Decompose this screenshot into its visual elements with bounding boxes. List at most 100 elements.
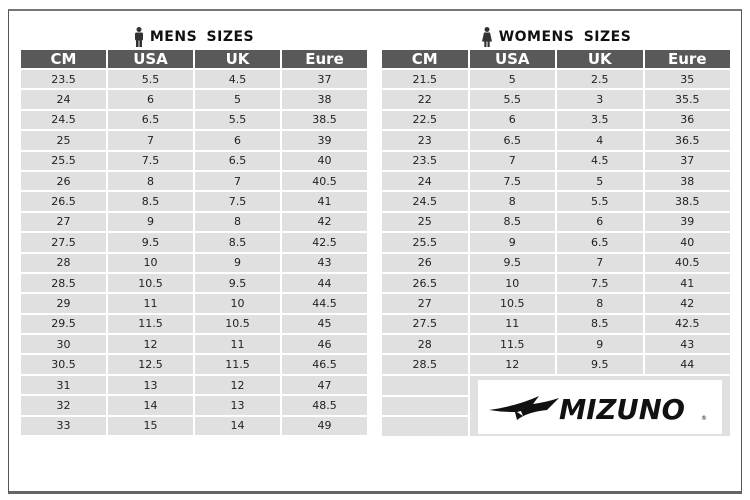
woman-icon [481, 27, 492, 47]
table-row: 29.5 11.5 10.5 45 [19, 312, 369, 336]
table-row: 30 12 11 46 [19, 333, 369, 356]
table-cell: 11.5 [467, 333, 557, 356]
column-header: USA [106, 50, 195, 70]
table-cell: 29.5 [19, 312, 108, 336]
table-cell: 24 [380, 169, 470, 193]
table-row: 26 9.5 7 40.5 [380, 251, 732, 274]
table-cell: 42.5 [280, 231, 369, 254]
svg-text:MIZUNO: MIZUNO [559, 393, 685, 424]
table-cell: 6.5 [193, 149, 282, 172]
table-cell: 6.5 [106, 108, 195, 132]
mens-size-table: CM USA UK Eure 23.5 5.5 4.5 37 24 6 5 38 24.5 6.5 5.5 3… [19, 50, 369, 438]
column-header: Eure [642, 50, 732, 70]
table-cell: 43 [642, 333, 732, 356]
table-cell: 40 [642, 231, 732, 254]
table-cell: 11.5 [106, 312, 195, 336]
table-cell: 28.5 [19, 271, 108, 295]
table-cell: 24.5 [380, 190, 470, 213]
table-row: 32 14 13 48.5 [19, 394, 369, 417]
table-cell: 12 [467, 353, 557, 376]
table-cell: 38.5 [642, 190, 732, 213]
table-row: 22 5.5 3 35.5 [380, 88, 732, 111]
table-cell: 5 [555, 169, 645, 193]
table-cell: 38 [280, 88, 369, 111]
table-row: 27.5 9.5 8.5 42.5 [19, 231, 369, 254]
table-cell: 25.5 [380, 231, 470, 254]
table-cell: 27.5 [19, 231, 108, 254]
table-cell: 2.5 [555, 67, 645, 91]
table-cell: 33 [19, 414, 108, 438]
table-cell: 7.5 [193, 190, 282, 213]
table-row: 25.5 7.5 6.5 40 [19, 149, 369, 172]
table-cell: 28.5 [380, 353, 470, 376]
table-cell: 40.5 [642, 251, 732, 274]
table-row: 27 9 8 42 [19, 210, 369, 234]
table-cell: 38.5 [280, 108, 369, 132]
table-cell: 37 [642, 149, 732, 172]
table-cell: 21.5 [380, 67, 470, 91]
table-cell: 44.5 [280, 292, 369, 315]
table-cell: 12.5 [106, 353, 195, 376]
table-cell: 8 [193, 210, 282, 234]
table-cell: 9.5 [193, 271, 282, 295]
table-cell: 6.5 [555, 231, 645, 254]
table-cell: 7 [555, 251, 645, 274]
table-cell [380, 415, 470, 438]
table-cell: 5 [193, 88, 282, 111]
svg-text:®: ® [701, 415, 707, 422]
table-cell: 25 [380, 210, 470, 234]
table-row: 26 8 7 40.5 [19, 169, 369, 193]
table-row: 23.5 5.5 4.5 37 [19, 67, 369, 91]
table-row: 27.5 11 8.5 42.5 [380, 312, 732, 336]
table-cell: 4.5 [555, 149, 645, 172]
table-cell: 40.5 [280, 169, 369, 193]
table-cell: 49 [280, 414, 369, 438]
column-header: UK [555, 50, 645, 70]
column-header: CM [19, 50, 108, 70]
table-cell: 32 [19, 394, 108, 417]
table-row: 30.5 12.5 11.5 46.5 [19, 353, 369, 376]
table-cell: 13 [193, 394, 282, 417]
table-cell: 26 [380, 251, 470, 274]
table-cell: 11 [467, 312, 557, 336]
table-cell: 45 [280, 312, 369, 336]
table-row: 21.5 5 2.5 35 [380, 67, 732, 91]
table-cell: 6.5 [467, 129, 557, 152]
table-cell: 37 [280, 67, 369, 91]
table-cell: 42 [642, 292, 732, 315]
table-cell: 4.5 [193, 67, 282, 91]
table-cell: 9.5 [106, 231, 195, 254]
table-cell: 3 [555, 88, 645, 111]
table-row: 24.5 6.5 5.5 38.5 [19, 108, 369, 132]
womens-title-text: WOMENS SIZES [498, 29, 632, 45]
table-cell: 5 [467, 67, 557, 91]
table-cell: 23.5 [19, 67, 108, 91]
chart-frame [8, 9, 742, 494]
table-cell: 26.5 [380, 271, 470, 295]
table-cell: 6 [193, 129, 282, 152]
table-cell: 23 [380, 129, 470, 152]
table-cell: 6 [106, 88, 195, 111]
table-cell: 36 [642, 108, 732, 132]
table-row: 22.5 6 3.5 36 [380, 108, 732, 132]
table-cell: 43 [280, 251, 369, 274]
table-cell: 27 [19, 210, 108, 234]
table-cell: 10.5 [467, 292, 557, 315]
table-cell: 27 [380, 292, 470, 315]
table-cell: 46.5 [280, 353, 369, 376]
table-cell: 28 [19, 251, 108, 274]
table-cell: 30.5 [19, 353, 108, 376]
table-cell: 9 [467, 231, 557, 254]
table-cell: 40 [280, 149, 369, 172]
table-cell: 8.5 [555, 312, 645, 336]
mens-title: MENS SIZES [20, 26, 368, 48]
table-cell: 14 [193, 414, 282, 438]
table-cell: 38 [642, 169, 732, 193]
table-cell: 14 [106, 394, 195, 417]
table-cell [380, 373, 470, 397]
table-row: 28 10 9 43 [19, 251, 369, 274]
table-cell: 11 [106, 292, 195, 315]
table-cell: 7 [193, 169, 282, 193]
table-cell: 5.5 [106, 67, 195, 91]
table-cell: 7.5 [467, 169, 557, 193]
